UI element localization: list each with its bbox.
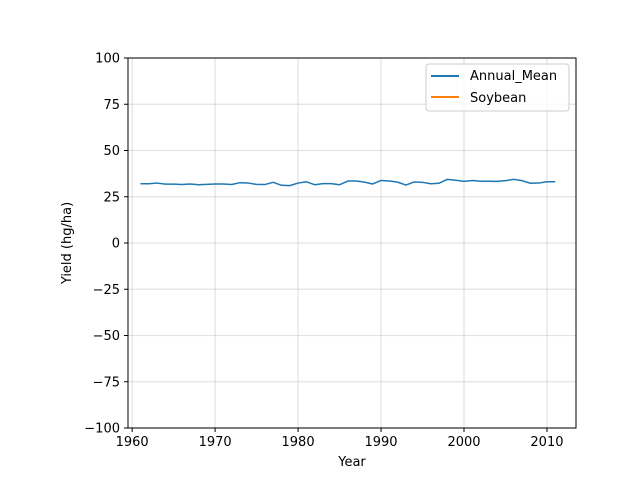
- y-tick-label: −50: [93, 329, 120, 344]
- y-axis: −100 −75 −50 −25 0 25 50 75 100: [84, 52, 128, 437]
- x-tick-label: 1960: [116, 435, 149, 450]
- series-layer: [140, 178, 556, 187]
- y-tick-label: −75: [93, 375, 120, 390]
- y-tick-label: 0: [112, 237, 120, 252]
- plot-area: [128, 58, 576, 428]
- y-tick-label: −25: [93, 283, 120, 298]
- series-line-annual-mean: [140, 178, 556, 187]
- y-tick-label: −100: [84, 422, 120, 437]
- x-tick-label: 1970: [199, 435, 232, 450]
- legend: Annual_Mean Soybean: [425, 63, 570, 112]
- legend-label-soybean: Soybean: [470, 91, 526, 106]
- y-tick-label: 100: [95, 52, 120, 67]
- x-tick-label: 2010: [530, 435, 563, 450]
- x-tick-label: 2000: [447, 435, 480, 450]
- x-axis-label: Year: [337, 455, 366, 470]
- y-tick-label: 50: [103, 144, 120, 159]
- y-tick-label: 25: [103, 190, 120, 205]
- legend-label-annual-mean: Annual_Mean: [470, 69, 557, 84]
- x-tick-label: 1980: [282, 435, 315, 450]
- x-axis: 1960 1970 1980 1990 2000 2010: [116, 428, 564, 450]
- x-tick-label: 1990: [364, 435, 397, 450]
- y-axis-label: Yield (hg/ha): [60, 202, 75, 285]
- y-tick-label: 75: [103, 98, 120, 113]
- legend-box: [425, 63, 570, 112]
